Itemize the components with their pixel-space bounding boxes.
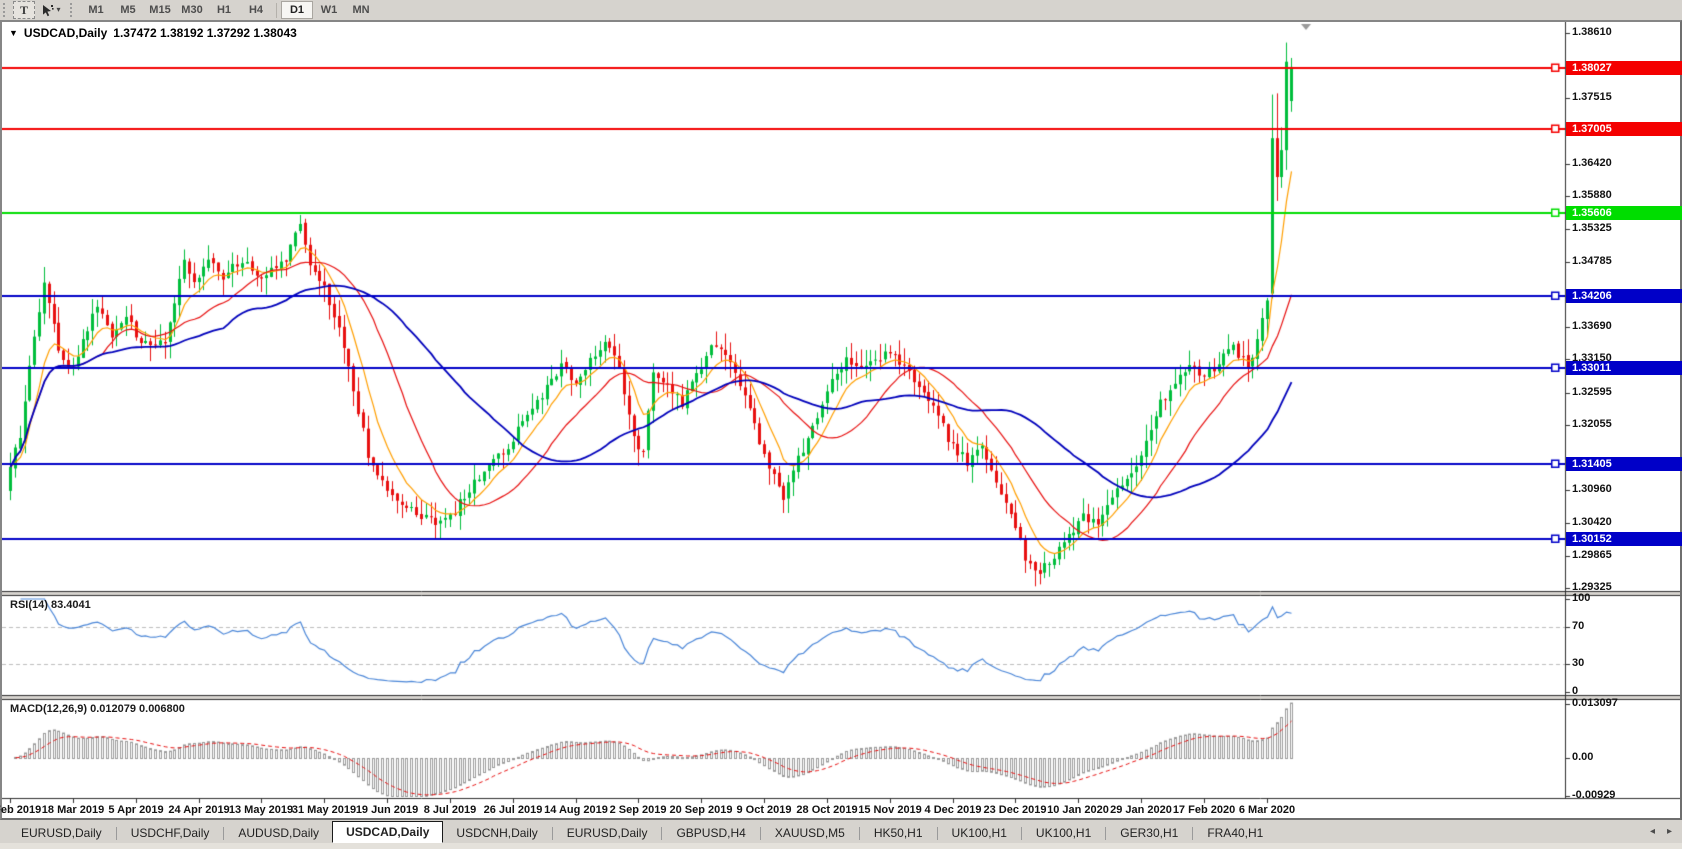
timeframe-button-group: M1 M5 M15 M30 H1 H4 D1 W1 MN — [80, 1, 377, 19]
tab-fra40-h1[interactable]: FRA40,H1 — [1207, 826, 1264, 840]
tab-ger30-h1[interactable]: GER30,H1 — [1120, 826, 1179, 840]
tabbar-strip — [0, 843, 1682, 849]
timeframe-button-m15[interactable]: M15 — [149, 4, 171, 16]
timeframe-button-mn[interactable]: MN — [352, 4, 370, 16]
chart-canvas[interactable] — [2, 22, 1680, 818]
timeframe-button-h4[interactable]: H4 — [248, 4, 264, 16]
main-chart-area[interactable] — [2, 22, 1565, 590]
text-tool-button[interactable]: T — [13, 1, 35, 19]
cursor-tool-icon — [43, 4, 55, 16]
tab-separator — [661, 827, 663, 840]
cursor-tool-button[interactable]: ▾ — [35, 1, 67, 19]
macd-panel[interactable] — [2, 700, 1565, 798]
tab-uk100-h1[interactable]: UK100,H1 — [1035, 826, 1092, 840]
chart-tabs-bar: EURUSD,Daily USDCHF,Daily AUDUSD,Daily USDC… — [0, 820, 1682, 849]
tab-gbpusd-h4[interactable]: GBPUSD,H4 — [676, 826, 746, 840]
time-axis[interactable] — [2, 798, 1565, 818]
timeframe-button-w1[interactable]: W1 — [320, 4, 338, 16]
tab-xauusd-m5[interactable]: XAUUSD,M5 — [774, 826, 845, 840]
toolbar-grip-icon[interactable] — [70, 3, 76, 17]
chevron-down-icon: ▾ — [56, 5, 61, 14]
timeframe-button-d1[interactable]: D1 — [281, 1, 313, 19]
tabs-scroll-left-icon[interactable]: ◂ — [1649, 826, 1655, 837]
timeframe-button-h1[interactable]: H1 — [216, 4, 232, 16]
toolbar-separator — [276, 2, 277, 18]
tab-separator — [1105, 827, 1107, 840]
top-toolbar: T ▾ M1 M5 M15 M30 H1 H4 D1 W1 MN — [0, 0, 1682, 20]
tab-audusd-daily[interactable]: AUDUSD,Daily — [238, 826, 320, 840]
chart-tabs: EURUSD,Daily USDCHF,Daily AUDUSD,Daily USDC… — [8, 821, 1276, 843]
tab-eurusd-daily[interactable]: EURUSD,Daily — [566, 826, 648, 840]
timeframe-button-m1[interactable]: M1 — [88, 4, 104, 16]
timeframe-button-m30[interactable]: M30 — [181, 4, 203, 16]
tab-separator — [858, 827, 860, 840]
tab-usdcnh-daily[interactable]: USDCNH,Daily — [456, 826, 538, 840]
tab-usdcad-daily[interactable]: USDCAD,Daily — [332, 821, 444, 843]
tabs-scroll-right-icon[interactable]: ▸ — [1666, 826, 1672, 837]
rsi-panel[interactable] — [2, 596, 1565, 694]
chart-window: ▼ USDCAD,Daily 1.37472 1.38192 1.37292 1… — [0, 20, 1682, 820]
price-axis[interactable] — [1565, 22, 1680, 798]
tab-separator — [1020, 827, 1022, 840]
tab-separator — [223, 827, 225, 840]
tab-separator — [115, 827, 117, 840]
tab-usdchf-daily[interactable]: USDCHF,Daily — [130, 826, 210, 840]
tab-separator — [551, 827, 553, 840]
tab-hk50-h1[interactable]: HK50,H1 — [873, 826, 923, 840]
toolbar-grip-icon[interactable] — [3, 3, 9, 17]
tab-uk100-h1[interactable]: UK100,H1 — [951, 826, 1007, 840]
timeframe-button-m5[interactable]: M5 — [120, 4, 136, 16]
tab-separator — [1192, 827, 1194, 840]
tab-separator — [936, 827, 938, 840]
tab-separator — [759, 827, 761, 840]
tab-eurusd-daily[interactable]: EURUSD,Daily — [21, 826, 102, 840]
